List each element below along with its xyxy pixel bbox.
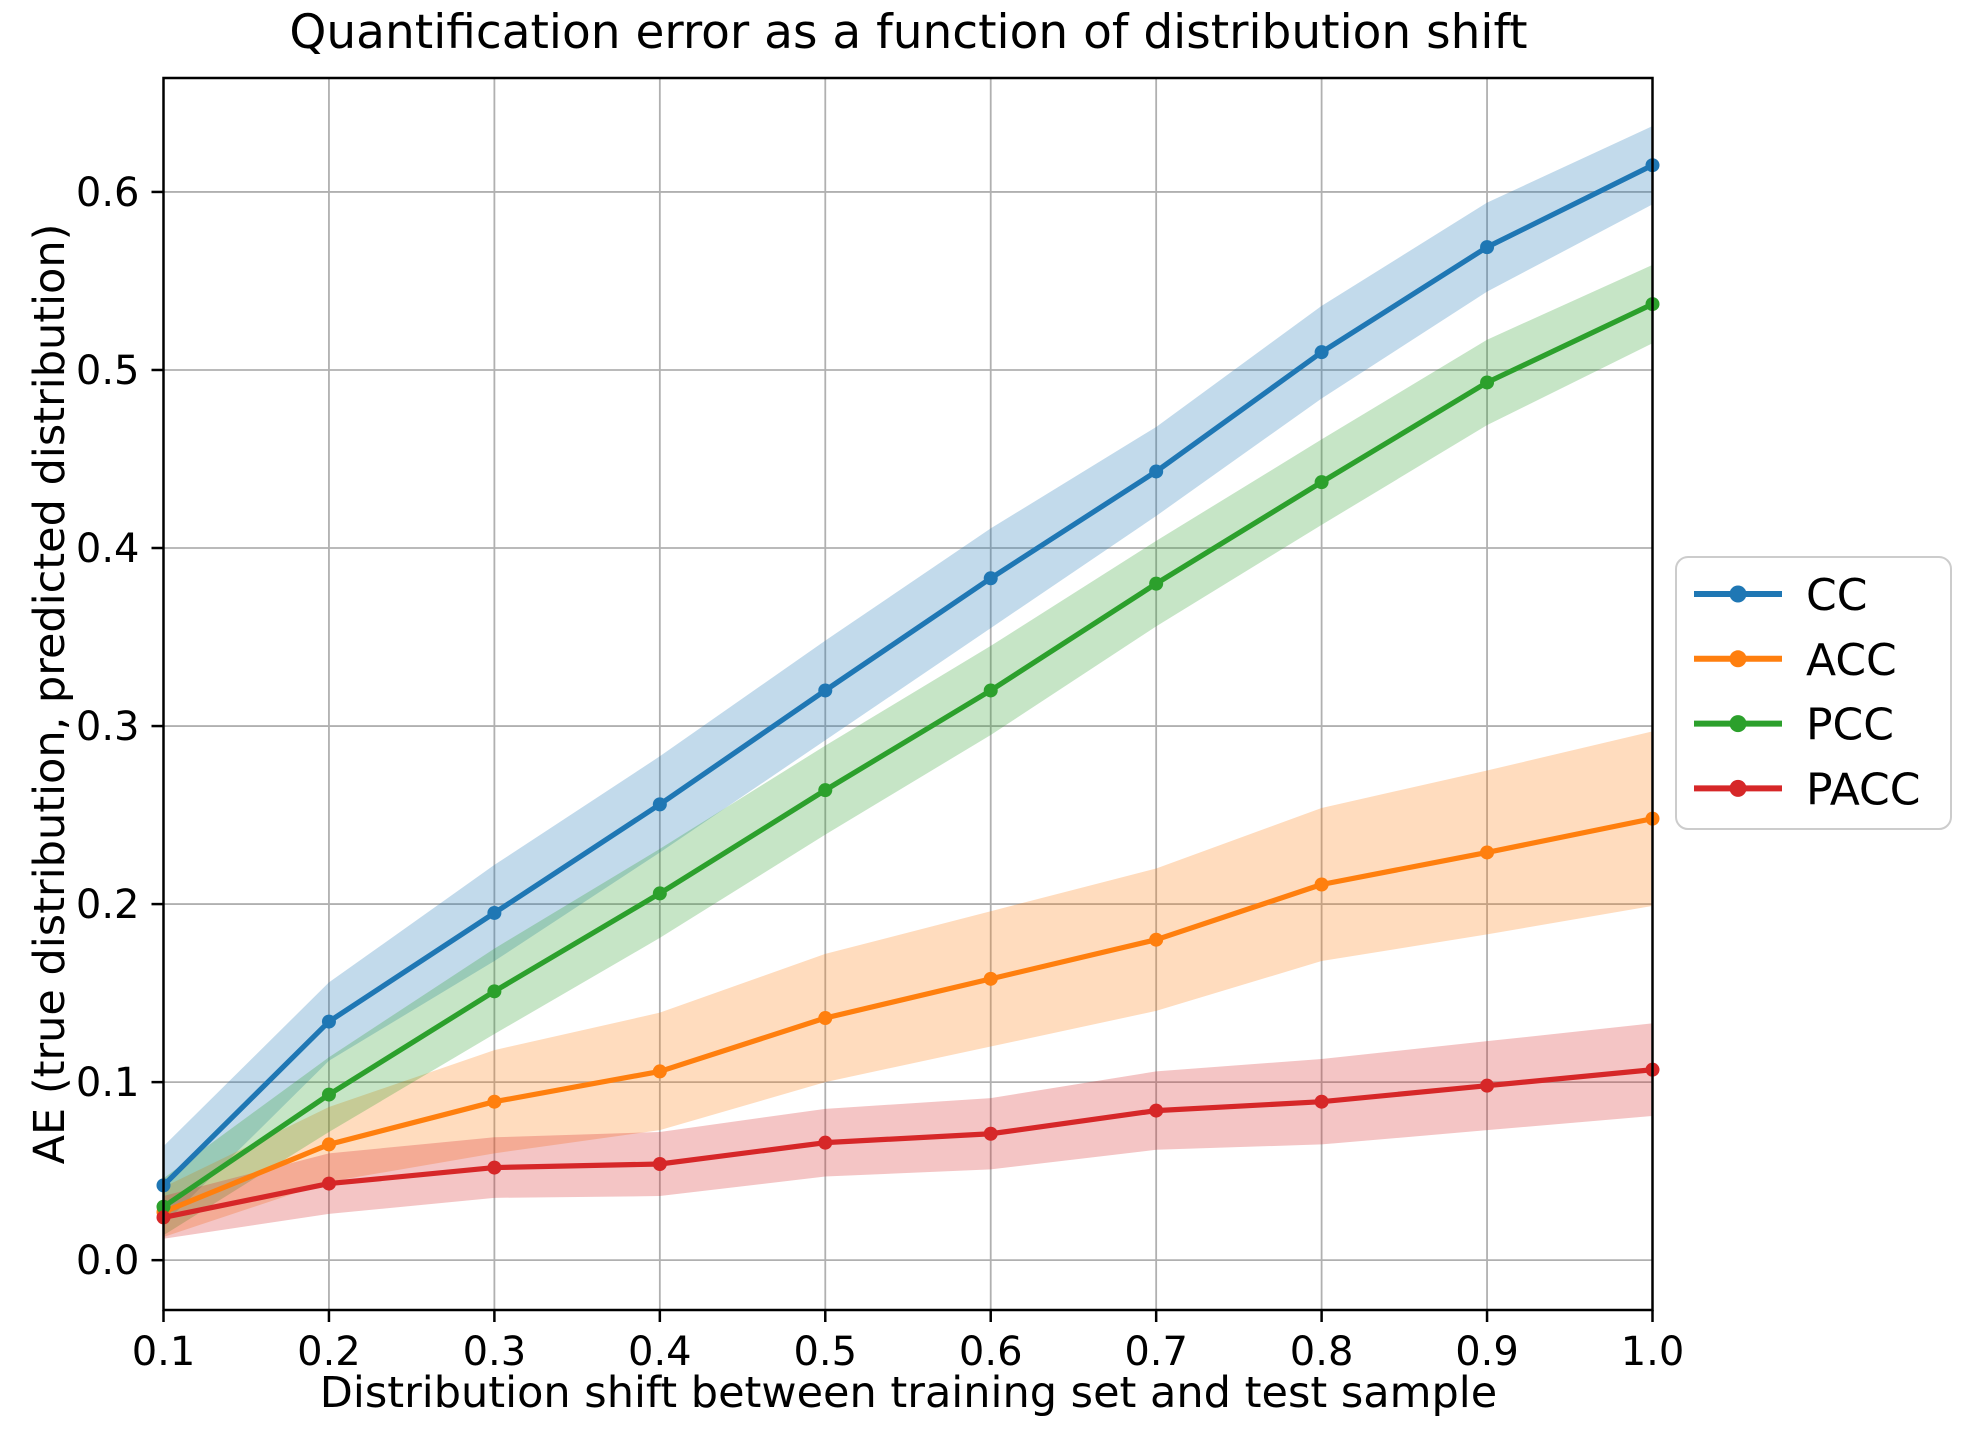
y-tick-label: 0.4 bbox=[76, 526, 140, 572]
series-marker-ACC bbox=[487, 1094, 502, 1109]
legend-box bbox=[1675, 556, 1952, 830]
series-marker-PACC bbox=[983, 1126, 998, 1141]
series-marker-PCC bbox=[983, 683, 998, 698]
series-marker-PCC bbox=[487, 984, 502, 999]
plot-border bbox=[162, 76, 1654, 1312]
x-axis-label: Distribution shift between training set … bbox=[319, 1368, 1498, 1418]
series-marker-PACC bbox=[1314, 1094, 1329, 1109]
legend-label-ACC: ACC bbox=[1806, 635, 1897, 686]
series-line-PACC bbox=[160, 1067, 1656, 1221]
series-marker-CC bbox=[321, 1014, 336, 1029]
y-axis-label: AE (true distribution, predicted distrib… bbox=[25, 223, 75, 1165]
series-marker-ACC bbox=[652, 1064, 667, 1079]
legend-swatch-marker-ACC bbox=[1729, 650, 1747, 668]
y-tick-label: 0.5 bbox=[76, 348, 140, 394]
x-tick-label: 0.4 bbox=[628, 1329, 692, 1375]
legend-swatch-marker-CC bbox=[1729, 585, 1747, 603]
series-marker-CC bbox=[983, 571, 998, 586]
chart-title: Quantification error as a function of di… bbox=[289, 5, 1528, 60]
y-tick-label: 0.2 bbox=[76, 882, 140, 928]
series-marker-CC bbox=[487, 905, 502, 920]
series-marker-PACC bbox=[818, 1135, 833, 1150]
legend-swatch-marker-PACC bbox=[1729, 779, 1747, 797]
legend-swatch-marker-PCC bbox=[1729, 715, 1747, 733]
x-tick-label: 0.1 bbox=[132, 1329, 196, 1375]
series-marker-ACC bbox=[321, 1137, 336, 1152]
series-marker-PCC bbox=[818, 783, 833, 798]
series-marker-ACC bbox=[818, 1011, 833, 1026]
x-tick-label: 0.6 bbox=[959, 1329, 1023, 1375]
x-tick-label: 0.8 bbox=[1290, 1329, 1354, 1375]
series-marker-CC bbox=[652, 797, 667, 812]
series-marker-PCC bbox=[652, 886, 667, 901]
series-line-ACC bbox=[160, 816, 1656, 1215]
series-marker-CC bbox=[1149, 464, 1164, 479]
series-marker-PACC bbox=[1480, 1078, 1495, 1093]
y-tick-label: 0.6 bbox=[76, 170, 140, 216]
series-marker-PACC bbox=[652, 1157, 667, 1172]
legend-label-CC: CC bbox=[1806, 570, 1867, 621]
legend-label-PACC: PACC bbox=[1806, 764, 1921, 815]
x-tick-label: 0.9 bbox=[1455, 1329, 1519, 1375]
x-tick-label: 0.3 bbox=[463, 1329, 527, 1375]
series-marker-PCC bbox=[1314, 475, 1329, 490]
legend-label-PCC: PCC bbox=[1806, 700, 1894, 751]
series-marker-ACC bbox=[1314, 877, 1329, 892]
series-marker-ACC bbox=[983, 971, 998, 986]
y-tick-label: 0.0 bbox=[76, 1238, 140, 1284]
y-tick-label: 0.1 bbox=[76, 1060, 140, 1106]
series-marker-PACC bbox=[321, 1176, 336, 1191]
series-marker-PACC bbox=[1149, 1103, 1164, 1118]
series-marker-CC bbox=[1480, 240, 1495, 255]
series-band-ACC bbox=[163, 731, 1653, 1238]
series-line-PCC bbox=[160, 301, 1656, 1210]
y-tick-label: 0.3 bbox=[76, 704, 140, 750]
series-band-CC bbox=[163, 126, 1653, 1225]
series-marker-ACC bbox=[1480, 845, 1495, 860]
series-marker-PACC bbox=[487, 1160, 502, 1175]
series-marker-PCC bbox=[1480, 375, 1495, 390]
x-tick-label: 0.7 bbox=[1124, 1329, 1188, 1375]
series-marker-ACC bbox=[1149, 932, 1164, 947]
series-marker-CC bbox=[1314, 345, 1329, 360]
series-line-CC bbox=[160, 162, 1656, 1188]
series-marker-PCC bbox=[1149, 576, 1164, 591]
x-tick-label: 0.5 bbox=[793, 1329, 857, 1375]
x-tick-label: 1.0 bbox=[1621, 1329, 1685, 1375]
series-marker-PCC bbox=[321, 1087, 336, 1102]
series-marker-CC bbox=[818, 683, 833, 698]
x-tick-label: 0.2 bbox=[297, 1329, 361, 1375]
series-band-PACC bbox=[163, 1023, 1653, 1239]
